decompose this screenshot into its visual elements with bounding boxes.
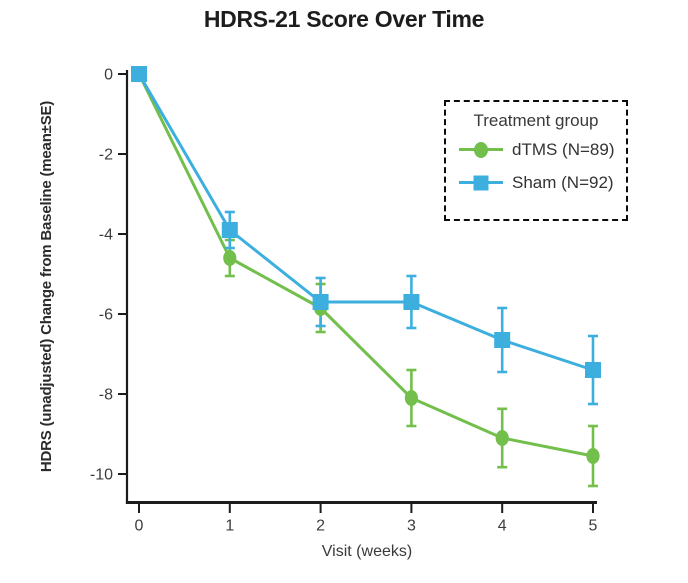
y-tick-label: -4 [99, 227, 113, 244]
y-tick-label: -2 [99, 147, 113, 164]
sham-square-marker-icon [473, 175, 489, 190]
dtms-series-swatch [459, 139, 503, 161]
data-point-marker-sham [312, 294, 329, 310]
legend-label-sham: Sham (N=92) [512, 172, 614, 192]
sham-series-swatch [459, 172, 503, 194]
data-point-marker-sham [221, 222, 238, 238]
x-axis-label: Visit (weeks) [321, 543, 413, 560]
y-tick-label: -10 [90, 467, 113, 484]
data-point-marker-dtms [495, 430, 509, 446]
legend-item-sham: Sham (N=92) [446, 166, 626, 199]
legend-label-dtms: dTMS (N=89) [512, 139, 615, 159]
series-line-sham [137, 72, 595, 372]
x-tick-label: 1 [225, 518, 234, 535]
x-tick-label: 3 [407, 518, 416, 535]
x-tick-label: 0 [135, 518, 144, 535]
x-tick-label: 5 [589, 518, 598, 535]
dtms-circle-marker-icon [474, 141, 488, 158]
data-point-marker-dtms [586, 448, 600, 464]
y-tick-label: 0 [104, 67, 113, 84]
series-line-dtms [137, 72, 595, 458]
data-point-marker-dtms [404, 390, 418, 406]
y-tick-label: -6 [99, 307, 113, 324]
chart-title: HDRS-21 Score Over Time [203, 6, 485, 32]
y-tick-label: -8 [99, 387, 113, 404]
data-point-marker-sham [494, 332, 511, 348]
x-tick-label: 2 [316, 518, 325, 535]
data-point-marker-sham [403, 294, 420, 310]
x-tick-label: 4 [498, 518, 507, 535]
legend-title: Treatment group [473, 111, 599, 130]
legend-item-dtms: dTMS (N=89) [446, 133, 626, 166]
legend-box: Treatment group dTMS (N=89) Sham (N=92) [444, 100, 628, 221]
data-point-marker-dtms [223, 250, 237, 266]
data-point-marker-sham [585, 362, 601, 378]
data-point-marker-sham [131, 66, 147, 82]
